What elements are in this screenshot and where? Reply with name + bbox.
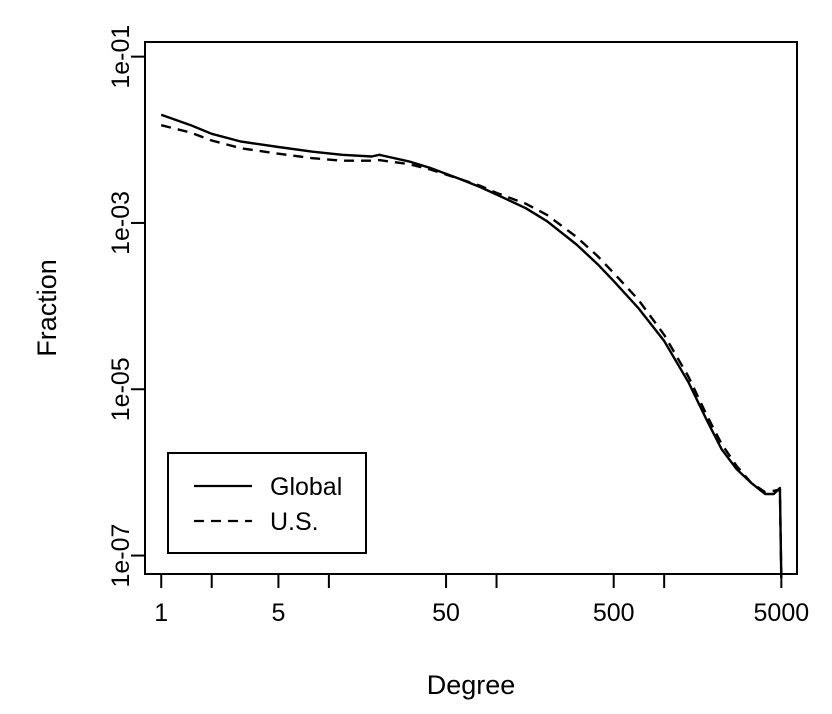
series-line-global: [160, 113, 783, 579]
x-axis-title: Degree: [427, 670, 516, 700]
y-tick-label: 1e-05: [107, 357, 135, 421]
legend-label-us: U.S.: [270, 508, 319, 536]
y-tick-label: 1e-01: [107, 25, 135, 89]
plot-frame: [144, 41, 798, 575]
legend: Global U.S.: [167, 452, 367, 554]
y-tick-label: 1e-03: [107, 191, 135, 255]
y-axis: 1e-07 1e-05 1e-03 1e-01: [107, 25, 145, 588]
x-tick-label: 5: [271, 599, 285, 627]
y-axis-title: Fraction: [32, 259, 62, 357]
legend-label-global: Global: [270, 473, 342, 501]
x-tick-label: 5000: [754, 599, 810, 627]
x-tick-label: 1: [154, 599, 168, 627]
series-line-us: [160, 124, 783, 579]
y-tick-label: 1e-07: [107, 524, 135, 588]
x-tick-label: 50: [432, 599, 460, 627]
series-layer: [160, 113, 783, 579]
x-axis: 1 5 50 500 5000: [154, 574, 809, 627]
x-tick-label: 500: [593, 599, 635, 627]
legend-box: [167, 452, 367, 554]
